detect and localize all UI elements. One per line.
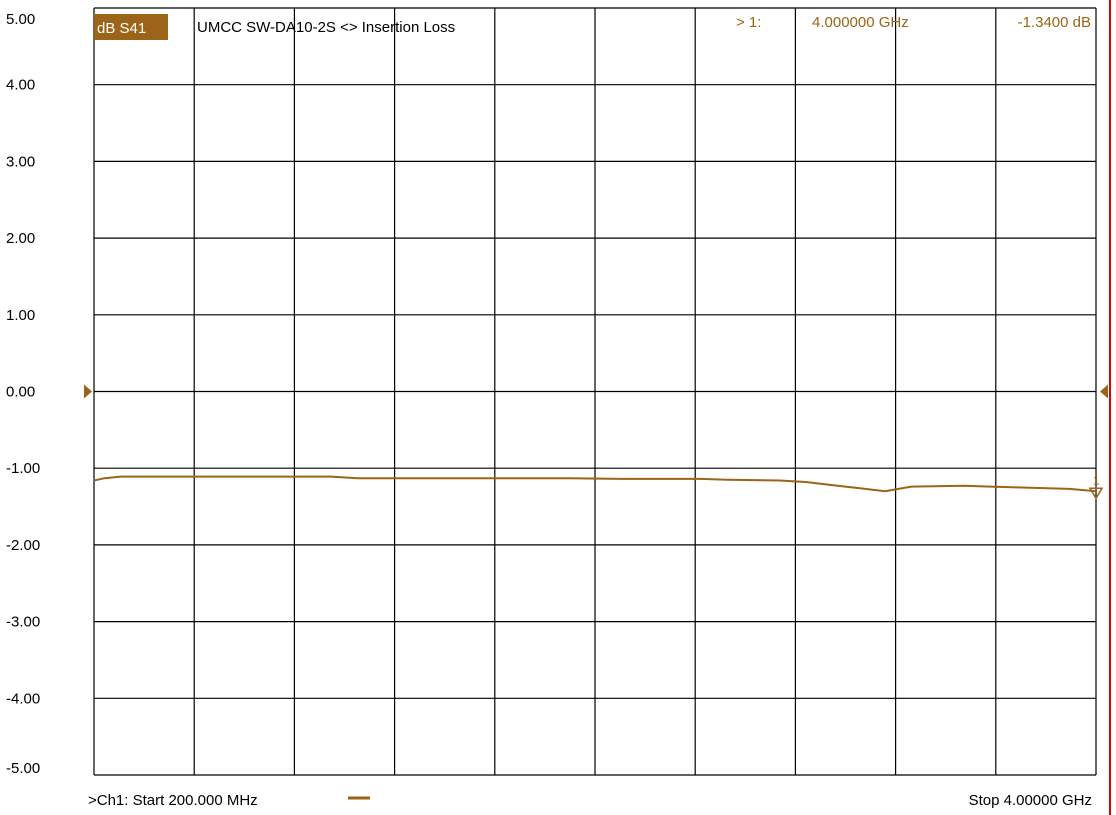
y-tick-label: 2.00 xyxy=(6,230,35,247)
reference-level-arrows xyxy=(84,384,1108,399)
y-tick-label: -1.00 xyxy=(6,460,40,477)
start-frequency-label: >Ch1: Start 200.000 MHz xyxy=(88,792,258,809)
marker-triangle[interactable] xyxy=(1088,487,1104,500)
y-tick-label: -5.00 xyxy=(6,760,40,777)
marker-number: 1 xyxy=(1093,473,1100,487)
reference-arrow-left xyxy=(84,384,92,399)
y-axis-tick-labels: 5.00 4.00 3.00 2.00 1.00 0.00 -1.00 -2.00 -3.00 -… xyxy=(6,11,40,777)
right-border-line xyxy=(1109,0,1111,815)
y-tick-label: 3.00 xyxy=(6,153,35,170)
reference-arrow-right xyxy=(1100,384,1108,399)
y-tick-label: -2.00 xyxy=(6,537,40,554)
marker-readout-frequency: 4.000000 GHz xyxy=(812,14,909,31)
marker-readout-value: -1.3400 dB xyxy=(1018,14,1091,31)
plot-grid xyxy=(93,7,1097,776)
y-tick-label: 4.00 xyxy=(6,77,35,94)
marker-layer: 1 xyxy=(1088,473,1104,500)
marker-readout-id: > 1: xyxy=(736,14,761,31)
y-tick-label: -4.00 xyxy=(6,690,40,707)
y-tick-label: 1.00 xyxy=(6,307,35,324)
y-tick-label: 0.00 xyxy=(6,384,35,401)
y-tick-label: 5.00 xyxy=(6,11,35,28)
trace-line-db-s41 xyxy=(93,475,1097,493)
y-tick-label: -3.00 xyxy=(6,614,40,631)
trace-layer xyxy=(93,475,1097,493)
stop-frequency-label: Stop 4.00000 GHz xyxy=(969,792,1092,809)
chart-title: UMCC SW-DA10-2S <> Insertion Loss xyxy=(197,19,455,36)
trace-label-box[interactable] xyxy=(94,14,168,40)
trace-label[interactable]: dB S41 xyxy=(97,20,146,37)
